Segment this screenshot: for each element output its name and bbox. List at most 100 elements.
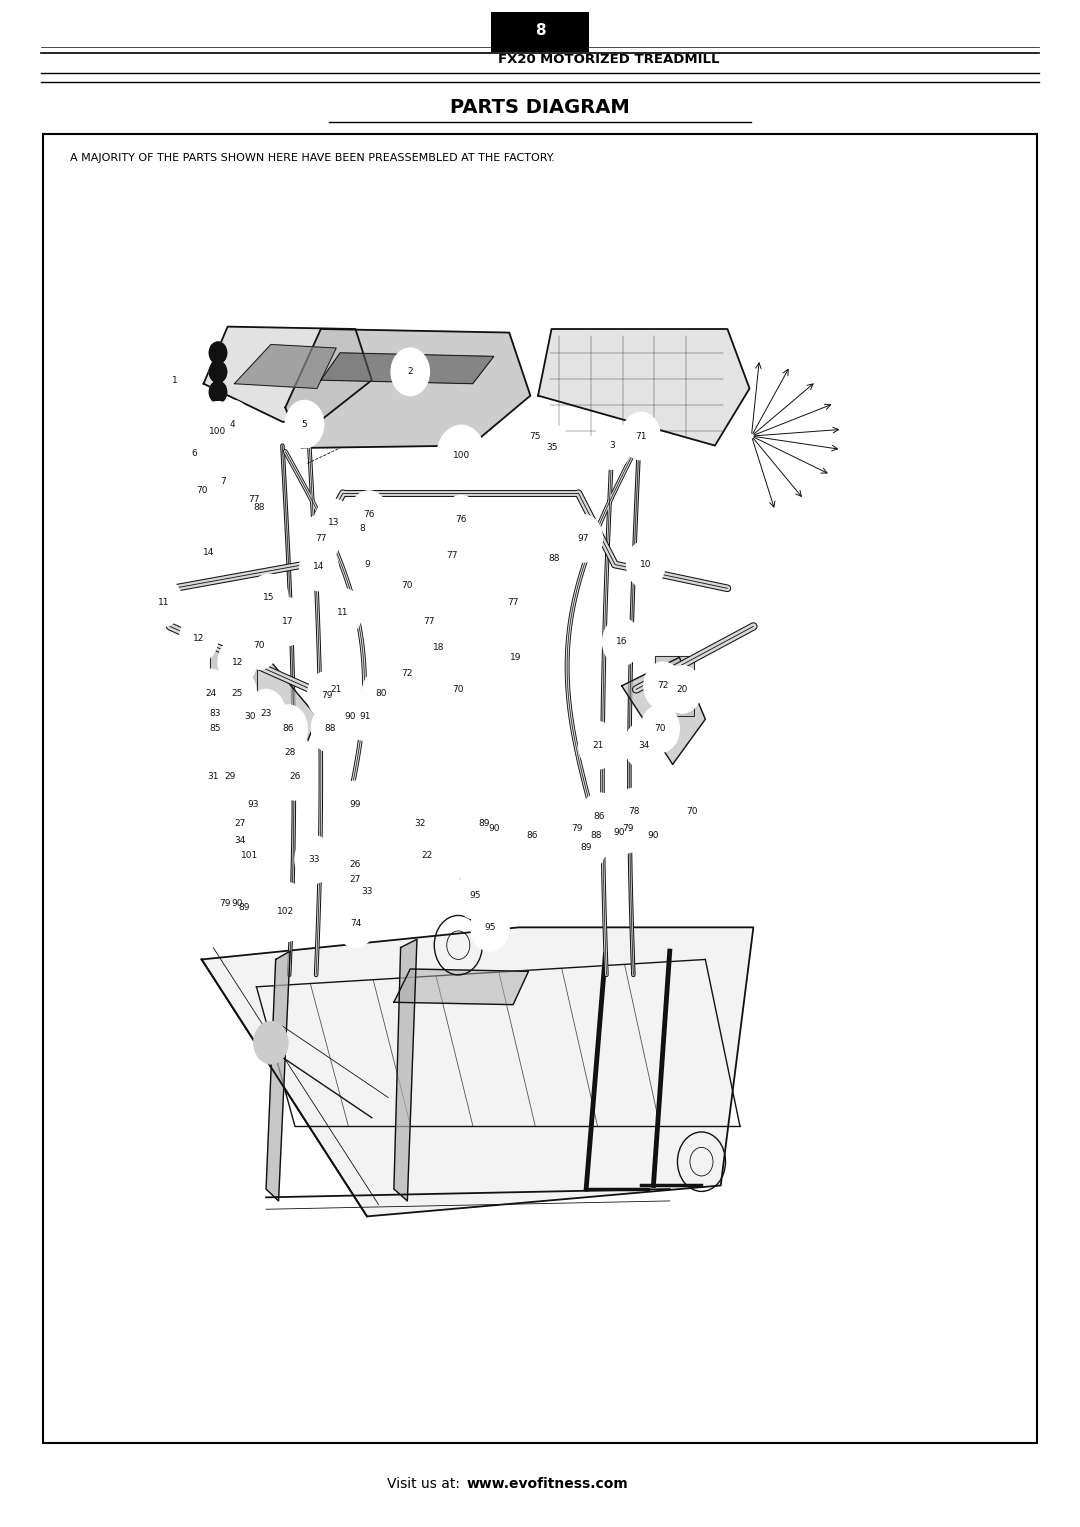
Circle shape <box>247 689 285 738</box>
Circle shape <box>577 838 596 861</box>
Circle shape <box>221 800 259 847</box>
Circle shape <box>336 840 375 889</box>
Circle shape <box>567 825 606 872</box>
Text: 74: 74 <box>350 919 361 928</box>
Circle shape <box>391 348 430 395</box>
Text: www.evofitness.com: www.evofitness.com <box>467 1477 629 1492</box>
Polygon shape <box>203 327 372 421</box>
Text: 12: 12 <box>193 634 204 643</box>
Circle shape <box>640 705 679 753</box>
Text: 102: 102 <box>276 907 294 916</box>
Text: 71: 71 <box>635 432 647 441</box>
Circle shape <box>346 693 384 741</box>
Circle shape <box>516 412 554 460</box>
Circle shape <box>484 820 503 844</box>
Circle shape <box>156 356 194 405</box>
Text: 70: 70 <box>195 486 207 495</box>
Circle shape <box>189 528 228 576</box>
Text: 33: 33 <box>309 855 320 864</box>
Circle shape <box>348 541 387 588</box>
FancyBboxPatch shape <box>43 134 1037 1443</box>
Polygon shape <box>321 353 494 383</box>
Circle shape <box>234 780 273 829</box>
Circle shape <box>195 705 234 753</box>
Text: 88: 88 <box>325 724 336 733</box>
Text: 88: 88 <box>549 554 561 563</box>
Text: 34: 34 <box>234 835 246 844</box>
Text: 77: 77 <box>446 551 457 559</box>
Circle shape <box>336 857 375 904</box>
Circle shape <box>624 722 663 770</box>
Circle shape <box>234 898 254 921</box>
Text: 2: 2 <box>407 368 413 376</box>
Text: 11: 11 <box>337 608 349 617</box>
Polygon shape <box>622 657 705 765</box>
Circle shape <box>401 800 440 847</box>
Text: 26: 26 <box>289 771 300 780</box>
Text: 22: 22 <box>421 852 432 861</box>
Polygon shape <box>222 663 257 710</box>
Text: 35: 35 <box>545 443 557 452</box>
Text: 15: 15 <box>264 594 274 602</box>
Text: 85: 85 <box>210 724 221 733</box>
Circle shape <box>230 693 269 741</box>
Text: 90: 90 <box>488 825 500 834</box>
Polygon shape <box>285 328 530 447</box>
Circle shape <box>240 484 279 531</box>
Circle shape <box>497 634 536 681</box>
Polygon shape <box>202 927 754 1217</box>
Text: 21: 21 <box>330 686 342 693</box>
Text: Visit us at:: Visit us at: <box>387 1477 464 1492</box>
Text: 70: 70 <box>453 686 464 693</box>
Polygon shape <box>211 646 245 693</box>
Polygon shape <box>266 951 291 1200</box>
Text: 86: 86 <box>594 812 606 822</box>
Circle shape <box>410 599 448 646</box>
Circle shape <box>336 710 355 733</box>
Text: 90: 90 <box>343 712 355 721</box>
Circle shape <box>474 805 513 852</box>
Circle shape <box>442 496 481 544</box>
Text: 90: 90 <box>613 828 624 837</box>
Circle shape <box>456 872 494 919</box>
Text: 8: 8 <box>535 23 545 38</box>
Text: 28: 28 <box>284 748 296 757</box>
Circle shape <box>183 467 221 515</box>
Text: 23: 23 <box>260 709 272 718</box>
Circle shape <box>175 431 213 478</box>
Text: 86: 86 <box>282 724 294 733</box>
Text: 89: 89 <box>239 902 249 912</box>
Text: 14: 14 <box>313 562 325 571</box>
Text: FX20: FX20 <box>498 52 540 66</box>
Circle shape <box>471 904 510 951</box>
Text: 89: 89 <box>580 843 592 852</box>
Text: 13: 13 <box>327 518 339 527</box>
Text: 78: 78 <box>629 808 640 817</box>
Circle shape <box>261 883 309 942</box>
Text: 77: 77 <box>315 534 326 544</box>
Text: 5: 5 <box>301 420 308 429</box>
Polygon shape <box>228 651 318 767</box>
Circle shape <box>218 669 256 716</box>
Text: 34: 34 <box>638 741 649 750</box>
Text: 70: 70 <box>686 808 698 817</box>
Circle shape <box>599 808 638 857</box>
Circle shape <box>221 817 259 864</box>
Circle shape <box>494 579 532 626</box>
Text: 79: 79 <box>570 825 582 834</box>
Circle shape <box>275 753 314 800</box>
Circle shape <box>357 710 377 733</box>
Text: 16: 16 <box>616 637 627 646</box>
Text: 88: 88 <box>254 502 265 512</box>
Circle shape <box>194 402 242 461</box>
Circle shape <box>269 599 308 646</box>
Text: 77: 77 <box>508 599 518 608</box>
Text: 77: 77 <box>423 617 435 626</box>
Circle shape <box>225 883 264 931</box>
Circle shape <box>318 666 355 713</box>
Circle shape <box>580 793 619 840</box>
Text: 88: 88 <box>590 831 602 840</box>
Text: 80: 80 <box>376 689 387 698</box>
Circle shape <box>194 753 232 800</box>
Circle shape <box>249 574 288 621</box>
